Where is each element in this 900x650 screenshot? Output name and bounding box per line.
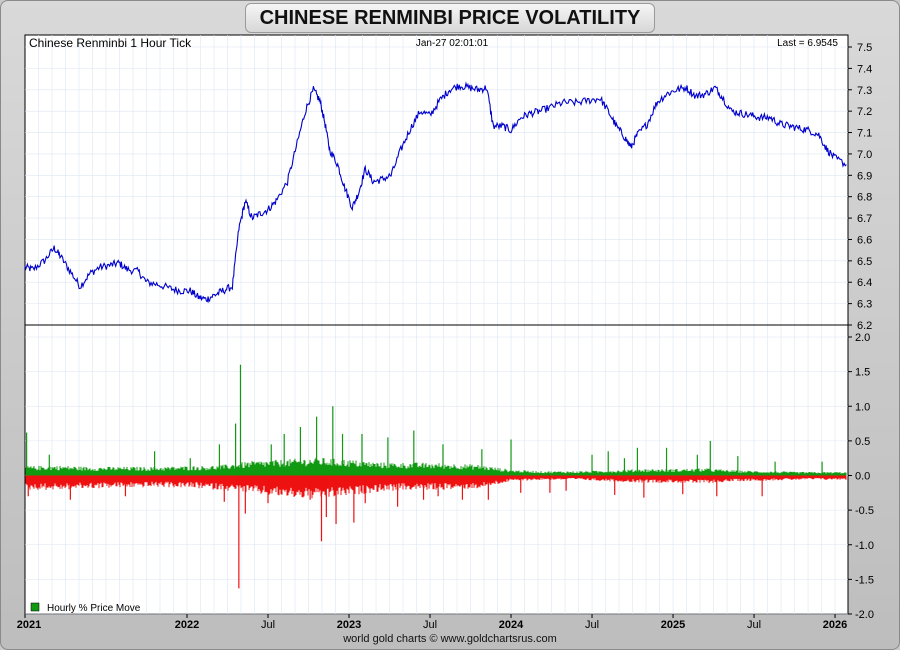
volatility-tick-label: 1.5 [855,367,870,379]
volatility-tick-label: 1.0 [855,401,870,413]
price-panel-label: Chinese Renminbi 1 Hour Tick [29,36,192,50]
x-tick-label: Jul [423,619,437,631]
timestamp-label: Jan-27 02:01:01 [416,38,489,49]
x-tick-label: 2023 [337,619,361,631]
x-tick-label: Jul [585,619,599,631]
volatility-tick-label: -2.0 [855,609,874,621]
price-tick-label: 7.4 [857,63,872,75]
legend-label: Hourly % Price Move [47,603,141,614]
x-tick-label: 2025 [661,619,685,631]
price-tick-label: 6.7 [857,213,872,225]
volatility-series [25,364,847,589]
chart-title-bar: CHINESE RENMINBI PRICE VOLATILITY [0,3,900,33]
volatility-tick-label: -1.0 [855,540,874,552]
price-tick-label: 7.3 [857,85,872,97]
price-tick-label: 6.2 [857,320,872,332]
price-line [24,81,847,304]
volatility-tick-label: -0.5 [855,505,874,517]
x-tick-label: 2026 [823,619,847,631]
legend-swatch [30,602,40,612]
price-tick-label: 6.8 [857,192,872,204]
x-tick-label: Jul [261,619,275,631]
price-y-axis: 7.5 7.4 7.3 7.2 7.1 7.0 6.9 6.8 6.7 6.6 6.5 6.4 6.3 6… [848,42,872,332]
price-tick-label: 7.0 [857,149,872,161]
x-tick-label: 2022 [175,619,199,631]
x-axis: 2021 2022 Jul 2023 Jul 2024 Jul 2025 Jul 2026 [17,614,847,631]
last-price-label: Last = 6.9545 [777,38,838,49]
price-series [24,81,847,304]
price-tick-label: 6.9 [857,170,872,182]
x-tick-label: 2024 [499,619,524,631]
volatility-tick-label: -1.5 [855,574,874,586]
price-tick-label: 7.1 [857,128,872,140]
price-tick-label: 6.3 [857,299,872,311]
chart-title: CHINESE RENMINBI PRICE VOLATILITY [244,3,656,33]
volatility-tick-label: 0.5 [855,436,870,448]
volatility-tick-label: 0.0 [855,471,870,483]
price-tick-label: 6.4 [857,277,872,289]
volatility-y-axis: 2.0 1.5 1.0 0.5 0.0 -0.5 -1.0 -1.5 -2.0 [848,332,874,621]
x-tick-label: 2021 [17,619,41,631]
price-tick-label: 7.5 [857,42,872,54]
volatility-tick-label: 2.0 [855,332,870,344]
negative-move-bars [25,475,847,499]
price-tick-label: 6.6 [857,234,872,246]
price-tick-label: 7.2 [857,106,872,118]
x-tick-label: Jul [747,619,761,631]
credit-line: world gold charts © www.goldchartsrus.co… [343,633,557,645]
price-tick-label: 6.5 [857,256,872,268]
